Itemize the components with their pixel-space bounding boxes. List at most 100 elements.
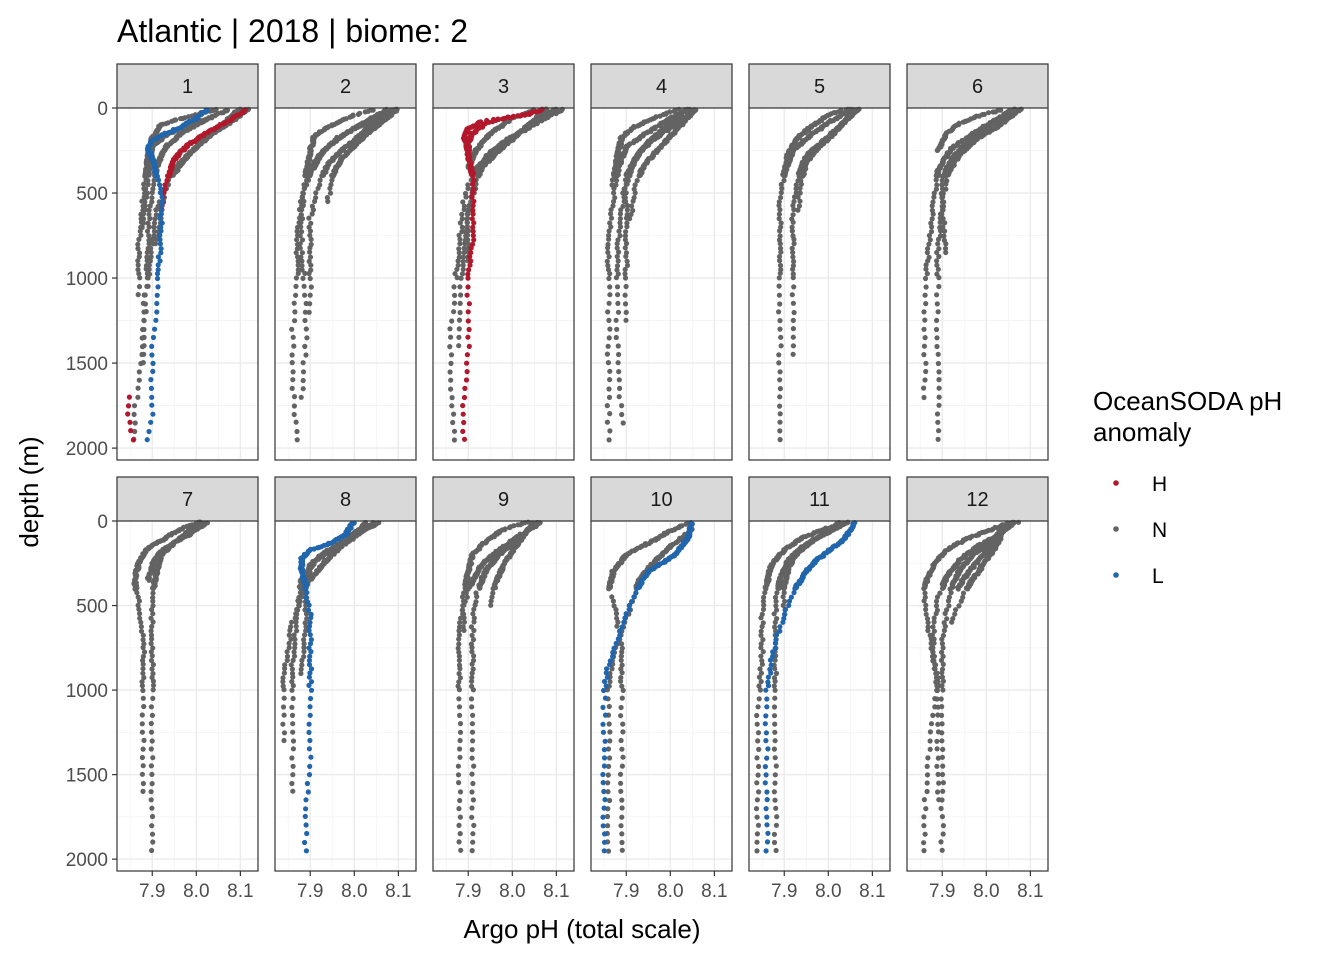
data-point — [789, 245, 795, 251]
data-point — [929, 224, 935, 230]
data-point — [789, 224, 795, 230]
data-point — [990, 109, 996, 115]
data-point — [613, 640, 619, 646]
data-point — [284, 657, 290, 664]
data-point — [606, 254, 612, 260]
data-point — [149, 805, 155, 811]
data-point — [930, 211, 936, 217]
data-point — [138, 624, 144, 630]
facet-strip-label: 9 — [498, 489, 509, 511]
data-point — [621, 619, 627, 625]
data-point — [148, 640, 154, 647]
data-point — [147, 215, 153, 222]
data-point — [302, 309, 308, 315]
data-point — [620, 687, 626, 694]
data-point — [600, 721, 606, 727]
data-point — [623, 253, 629, 259]
data-point — [451, 284, 457, 290]
data-point — [148, 419, 154, 425]
data-point — [291, 300, 297, 306]
data-point — [460, 428, 466, 434]
data-point — [777, 369, 783, 375]
data-point — [469, 848, 475, 854]
data-point — [456, 780, 462, 786]
data-point — [632, 190, 638, 196]
data-point — [623, 283, 629, 290]
data-point — [776, 199, 782, 205]
data-point — [450, 419, 456, 426]
data-point — [294, 228, 300, 234]
data-point — [308, 220, 314, 226]
data-point — [463, 377, 470, 383]
data-point — [604, 258, 610, 264]
data-point — [470, 233, 476, 239]
data-point — [607, 411, 613, 417]
data-point — [146, 211, 152, 217]
data-point — [601, 839, 608, 845]
data-point — [608, 224, 614, 230]
data-point — [931, 194, 937, 200]
data-point — [291, 403, 297, 409]
data-point — [306, 772, 313, 778]
data-point — [469, 721, 475, 727]
data-point — [141, 334, 147, 340]
data-point — [303, 848, 309, 854]
data-point — [140, 644, 146, 651]
data-point — [136, 369, 142, 375]
data-point — [469, 805, 475, 811]
data-point — [158, 246, 164, 252]
data-point — [671, 108, 677, 114]
facet-strip-label: 11 — [809, 489, 830, 511]
data-point — [619, 831, 625, 837]
data-point — [461, 245, 467, 251]
data-point — [139, 683, 145, 689]
data-point — [922, 275, 929, 282]
data-point — [290, 674, 296, 680]
data-point — [451, 309, 457, 315]
data-point — [777, 241, 783, 247]
data-point — [618, 780, 624, 786]
x-tick-label: 8.0 — [499, 881, 525, 902]
data-point — [456, 334, 462, 340]
data-point — [926, 232, 933, 239]
data-point — [325, 198, 331, 204]
data-point — [148, 797, 154, 803]
data-point — [471, 220, 477, 226]
data-point — [144, 228, 151, 234]
data-point — [144, 249, 150, 256]
data-point — [935, 241, 941, 247]
data-point — [307, 712, 313, 718]
data-point — [507, 525, 513, 531]
data-point — [161, 190, 167, 196]
data-point — [137, 275, 143, 281]
data-point — [155, 284, 161, 290]
data-point — [791, 309, 797, 316]
data-point — [601, 747, 608, 753]
data-point — [616, 394, 622, 400]
data-point — [618, 737, 624, 744]
data-point — [630, 198, 636, 204]
facet-panel-4: 4 — [590, 63, 733, 461]
data-point — [610, 598, 617, 604]
facet-strip-label: 5 — [814, 76, 825, 98]
data-point — [153, 207, 159, 213]
data-point — [302, 270, 308, 276]
x-tick-label: 8.1 — [543, 881, 569, 902]
data-point — [301, 185, 307, 192]
data-point — [617, 216, 624, 222]
data-point — [783, 169, 789, 175]
data-point — [144, 190, 150, 196]
data-point — [605, 309, 611, 315]
data-point — [155, 254, 161, 260]
data-point — [615, 237, 621, 243]
data-point — [142, 203, 148, 209]
data-point — [619, 847, 625, 853]
data-point — [146, 577, 152, 583]
data-point — [935, 436, 941, 442]
data-point — [465, 334, 471, 340]
data-point — [301, 283, 307, 289]
data-point — [609, 177, 616, 183]
data-point — [136, 254, 142, 260]
data-point — [292, 318, 298, 324]
data-point — [778, 343, 784, 349]
